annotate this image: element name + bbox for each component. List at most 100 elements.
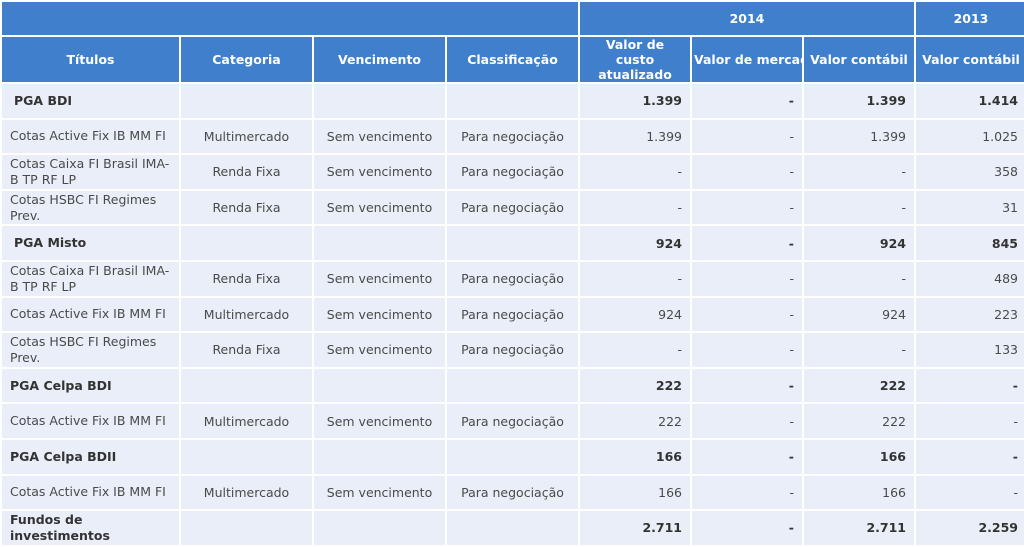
cell-titulo: Cotas HSBC FI Regimes Prev. bbox=[2, 333, 179, 367]
cell-mercado: - bbox=[692, 261, 802, 296]
cell-categoria bbox=[181, 226, 312, 260]
table-row: Cotas HSBC FI Regimes Prev. Renda Fixa Sem… bbox=[2, 333, 1024, 367]
cell-classificacao: Para negociação bbox=[447, 475, 578, 510]
cell-contabil-2014: 924 bbox=[804, 297, 914, 332]
cell-mercado: - bbox=[692, 333, 802, 367]
cell-contabil-2014: 222 bbox=[804, 368, 914, 403]
cell-mercado: - bbox=[692, 511, 802, 545]
cell-vencimento bbox=[314, 84, 445, 118]
cell-contabil-2013: - bbox=[916, 475, 1024, 510]
col-header-titulos: Títulos bbox=[2, 37, 179, 82]
year-header-row: 2014 2013 bbox=[2, 2, 1024, 35]
cell-classificacao bbox=[447, 511, 578, 545]
cell-vencimento: Sem vencimento bbox=[314, 404, 445, 438]
column-header-row: Títulos Categoria Vencimento Classificaç… bbox=[2, 37, 1024, 82]
cell-contabil-2014: 2.711 bbox=[804, 511, 914, 545]
cell-categoria: Renda Fixa bbox=[181, 155, 312, 189]
cell-vencimento: Sem vencimento bbox=[314, 333, 445, 367]
cell-contabil-2014: - bbox=[804, 155, 914, 189]
cell-titulo: Cotas Caixa FI Brasil IMA-B TP RF LP bbox=[2, 261, 179, 296]
cell-classificacao bbox=[447, 368, 578, 403]
cell-categoria: Renda Fixa bbox=[181, 333, 312, 367]
cell-titulo: Fundos de investimentos bbox=[2, 511, 179, 545]
cell-titulo: Cotas HSBC FI Regimes Prev. bbox=[2, 190, 179, 225]
cell-vencimento bbox=[314, 226, 445, 260]
cell-custo: 222 bbox=[580, 404, 690, 438]
cell-classificacao: Para negociação bbox=[447, 190, 578, 225]
cell-classificacao: Para negociação bbox=[447, 297, 578, 332]
cell-categoria: Multimercado bbox=[181, 119, 312, 154]
cell-contabil-2014: 1.399 bbox=[804, 119, 914, 154]
cell-mercado: - bbox=[692, 84, 802, 118]
cell-contabil-2013: - bbox=[916, 404, 1024, 438]
cell-titulo: Cotas Active Fix IB MM FI bbox=[2, 404, 179, 438]
cell-classificacao: Para negociação bbox=[447, 404, 578, 438]
table-row: Cotas Active Fix IB MM FI Multimercado Sem… bbox=[2, 475, 1024, 510]
cell-mercado: - bbox=[692, 190, 802, 225]
cell-mercado: - bbox=[692, 119, 802, 154]
cell-custo: 924 bbox=[580, 297, 690, 332]
cell-mercado: - bbox=[692, 475, 802, 510]
cell-mercado: - bbox=[692, 226, 802, 260]
cell-custo: - bbox=[580, 333, 690, 367]
table-group-row: PGA Celpa BDI 222-222- bbox=[2, 368, 1024, 403]
cell-vencimento: Sem vencimento bbox=[314, 297, 445, 332]
cell-contabil-2013: 1.025 bbox=[916, 119, 1024, 154]
cell-contabil-2013: 489 bbox=[916, 261, 1024, 296]
col-header-vencimento: Vencimento bbox=[314, 37, 445, 82]
table-group-row: Fundos de investimentos 2.711-2.711 2.259 bbox=[2, 511, 1024, 545]
cell-custo: 924 bbox=[580, 226, 690, 260]
cell-custo: - bbox=[580, 155, 690, 189]
cell-categoria bbox=[181, 439, 312, 474]
cell-titulo: Cotas Caixa FI Brasil IMA-B TP RF LP bbox=[2, 155, 179, 189]
cell-contabil-2014: - bbox=[804, 190, 914, 225]
cell-contabil-2013: 31 bbox=[916, 190, 1024, 225]
cell-categoria bbox=[181, 368, 312, 403]
cell-categoria: Multimercado bbox=[181, 297, 312, 332]
cell-mercado: - bbox=[692, 404, 802, 438]
cell-classificacao: Para negociação bbox=[447, 261, 578, 296]
table-group-row: PGA Misto 924-924 845 bbox=[2, 226, 1024, 260]
cell-classificacao bbox=[447, 439, 578, 474]
cell-mercado: - bbox=[692, 368, 802, 403]
cell-contabil-2013: 358 bbox=[916, 155, 1024, 189]
cell-titulo: PGA Celpa BDI bbox=[2, 368, 179, 403]
col-header-contabil-2014: Valor contábil bbox=[804, 37, 914, 82]
col-header-classificacao: Classificação bbox=[447, 37, 578, 82]
cell-custo: - bbox=[580, 261, 690, 296]
table-row: Cotas Active Fix IB MM FI Multimercado Sem… bbox=[2, 119, 1024, 154]
cell-contabil-2013: 223 bbox=[916, 297, 1024, 332]
cell-categoria: Multimercado bbox=[181, 404, 312, 438]
cell-titulo: PGA BDI bbox=[2, 84, 179, 118]
cell-custo: 166 bbox=[580, 439, 690, 474]
cell-vencimento: Sem vencimento bbox=[314, 190, 445, 225]
cell-custo: 1.399 bbox=[580, 119, 690, 154]
cell-custo: - bbox=[580, 190, 690, 225]
cell-classificacao: Para negociação bbox=[447, 333, 578, 367]
cell-vencimento: Sem vencimento bbox=[314, 155, 445, 189]
cell-mercado: - bbox=[692, 155, 802, 189]
cell-categoria bbox=[181, 511, 312, 545]
cell-vencimento bbox=[314, 368, 445, 403]
cell-titulo: PGA Misto bbox=[2, 226, 179, 260]
year-2014-header: 2014 bbox=[580, 2, 914, 35]
table-row: Cotas HSBC FI Regimes Prev. Renda Fixa Sem… bbox=[2, 190, 1024, 225]
cell-titulo: Cotas Active Fix IB MM FI bbox=[2, 297, 179, 332]
cell-categoria: Multimercado bbox=[181, 475, 312, 510]
cell-classificacao: Para negociação bbox=[447, 119, 578, 154]
year-2013-header: 2013 bbox=[916, 2, 1024, 35]
cell-vencimento: Sem vencimento bbox=[314, 475, 445, 510]
table-row: Cotas Active Fix IB MM FI Multimercado Sem… bbox=[2, 297, 1024, 332]
cell-custo: 166 bbox=[580, 475, 690, 510]
cell-categoria: Renda Fixa bbox=[181, 190, 312, 225]
table-body: PGA BDI 1.399-1.399 1.414 Cotas Active Fix … bbox=[2, 84, 1024, 545]
col-header-contabil-2013: Valor contábil bbox=[916, 37, 1024, 82]
cell-mercado: - bbox=[692, 439, 802, 474]
cell-contabil-2014: 1.399 bbox=[804, 84, 914, 118]
cell-vencimento: Sem vencimento bbox=[314, 261, 445, 296]
cell-custo: 2.711 bbox=[580, 511, 690, 545]
header-blank-cell bbox=[2, 2, 578, 35]
cell-titulo: Cotas Active Fix IB MM FI bbox=[2, 119, 179, 154]
col-header-categoria: Categoria bbox=[181, 37, 312, 82]
cell-classificacao bbox=[447, 226, 578, 260]
